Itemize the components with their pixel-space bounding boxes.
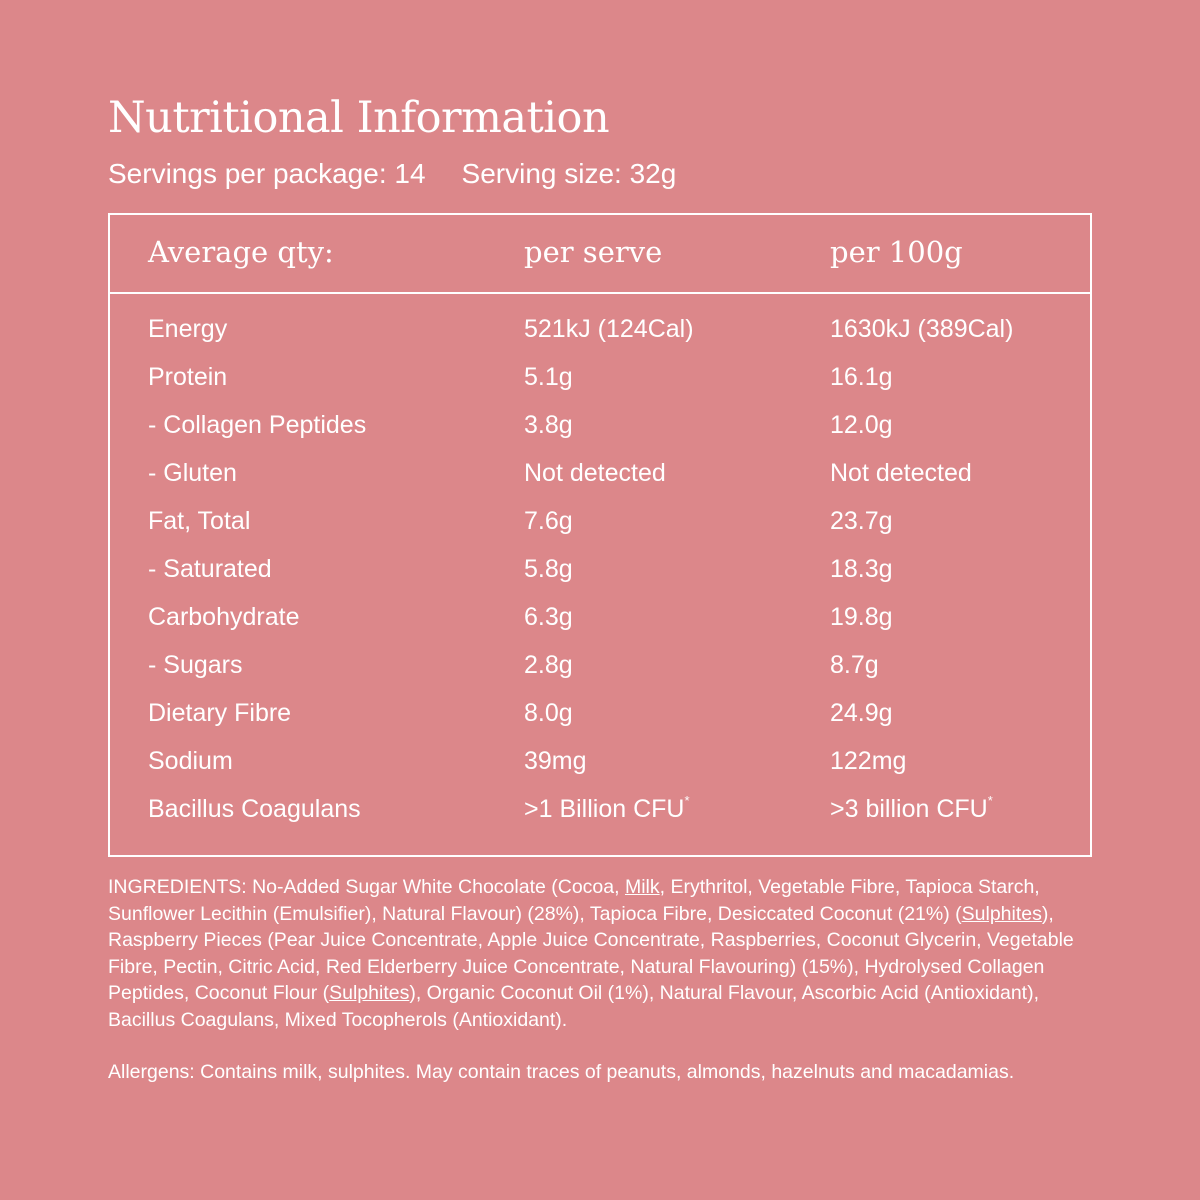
servings-info: Servings per package: 14 Serving size: 32… — [108, 158, 676, 190]
per-100g-value: 122mg — [830, 747, 907, 775]
table-row: - Gluten Not detected Not detected — [110, 455, 1090, 503]
nutrient-label: - Gluten — [148, 459, 237, 487]
per-serve-value: 3.8g — [524, 411, 573, 439]
footnote-asterisk: * — [684, 793, 690, 808]
per-serve-value: 7.6g — [524, 507, 573, 535]
header-per-100g: per 100g — [830, 235, 963, 269]
allergen-sulphites: Sulphites — [961, 902, 1042, 925]
per-100g-value: >3 billion CFU — [830, 795, 988, 823]
page-title: Nutritional Information — [108, 93, 610, 143]
table-row: - Collagen Peptides 3.8g 12.0g — [110, 407, 1090, 455]
per-serve-cell: >1 Billion CFU* — [524, 793, 690, 824]
serving-size: Serving size: 32g — [461, 158, 677, 189]
per-serve-value: 521kJ (124Cal) — [524, 315, 694, 343]
per-100g-value: 16.1g — [830, 363, 893, 391]
per-100g-value: 19.8g — [830, 603, 893, 631]
per-serve-value: 8.0g — [524, 699, 573, 727]
per-100g-value: 24.9g — [830, 699, 893, 727]
per-serve-value: Not detected — [524, 459, 666, 487]
table-row: Carbohydrate 6.3g 19.8g — [110, 599, 1090, 647]
nutrient-label: - Saturated — [148, 555, 272, 583]
table-row: Energy 521kJ (124Cal) 1630kJ (389Cal) — [110, 311, 1090, 359]
ingredients-part: ), Organic Coconut Oil (1%), Natural Fla… — [108, 982, 1039, 1031]
nutrient-label: Carbohydrate — [148, 603, 300, 631]
allergens-statement: Allergens: Contains milk, sulphites. May… — [108, 1061, 1015, 1083]
table-row: - Sugars 2.8g 8.7g — [110, 647, 1090, 695]
nutrition-table-header: Average qty: per serve per 100g — [110, 215, 1090, 294]
header-average-qty: Average qty: — [148, 235, 334, 269]
per-100g-value: 12.0g — [830, 411, 893, 439]
ingredients-part: INGREDIENTS: No-Added Sugar White Chocol… — [108, 876, 625, 898]
nutrient-label: Energy — [148, 315, 228, 343]
ingredients-part: ), Raspberry Pieces (Pear Juice Concentr… — [108, 902, 1074, 1005]
nutrient-label: Fat, Total — [148, 507, 251, 535]
nutrient-label: Dietary Fibre — [148, 699, 292, 727]
table-row: Sodium 39mg 122mg — [110, 743, 1090, 791]
table-row: Protein 5.1g 16.1g — [110, 359, 1090, 407]
header-per-serve: per serve — [524, 235, 663, 269]
nutrition-table: Average qty: per serve per 100g Energy 5… — [108, 213, 1092, 857]
nutrition-rows: Energy 521kJ (124Cal) 1630kJ (389Cal) Pr… — [110, 311, 1090, 839]
per-serve-value: 2.8g — [524, 651, 573, 679]
nutrient-label: Bacillus Coagulans — [148, 795, 361, 823]
per-serve-value: 39mg — [524, 747, 587, 775]
footnote-asterisk: * — [987, 793, 993, 808]
per-serve-value: 5.8g — [524, 555, 573, 583]
nutrient-label: - Collagen Peptides — [148, 411, 367, 439]
per-100g-cell: >3 billion CFU* — [830, 793, 993, 824]
per-serve-value: >1 Billion CFU — [524, 795, 685, 823]
allergen-milk: Milk — [624, 876, 660, 898]
nutrient-label: Protein — [148, 363, 228, 391]
nutrient-label: Sodium — [148, 747, 233, 775]
per-100g-value: Not detected — [830, 459, 972, 487]
ingredients-part: , Erythritol, Vegetable Fibre, Tapioca S… — [108, 876, 1040, 925]
per-100g-value: 8.7g — [830, 651, 879, 679]
table-row: - Saturated 5.8g 18.3g — [110, 551, 1090, 599]
allergen-sulphites: Sulphites — [329, 982, 410, 1004]
table-row: Bacillus Coagulans >1 Billion CFU* >3 bi… — [110, 791, 1090, 839]
per-serve-value: 6.3g — [524, 603, 573, 631]
per-serve-value: 5.1g — [524, 363, 573, 391]
table-row: Fat, Total 7.6g 23.7g — [110, 503, 1090, 551]
nutrient-label: - Sugars — [148, 651, 243, 679]
table-row: Dietary Fibre 8.0g 24.9g — [110, 695, 1090, 743]
per-100g-value: 23.7g — [830, 507, 893, 535]
servings-per-package: Servings per package: 14 — [108, 158, 426, 189]
per-100g-value: 1630kJ (389Cal) — [830, 315, 1014, 343]
ingredients-text: INGREDIENTS: No-Added Sugar White Chocol… — [108, 874, 1098, 1033]
per-100g-value: 18.3g — [830, 555, 893, 583]
